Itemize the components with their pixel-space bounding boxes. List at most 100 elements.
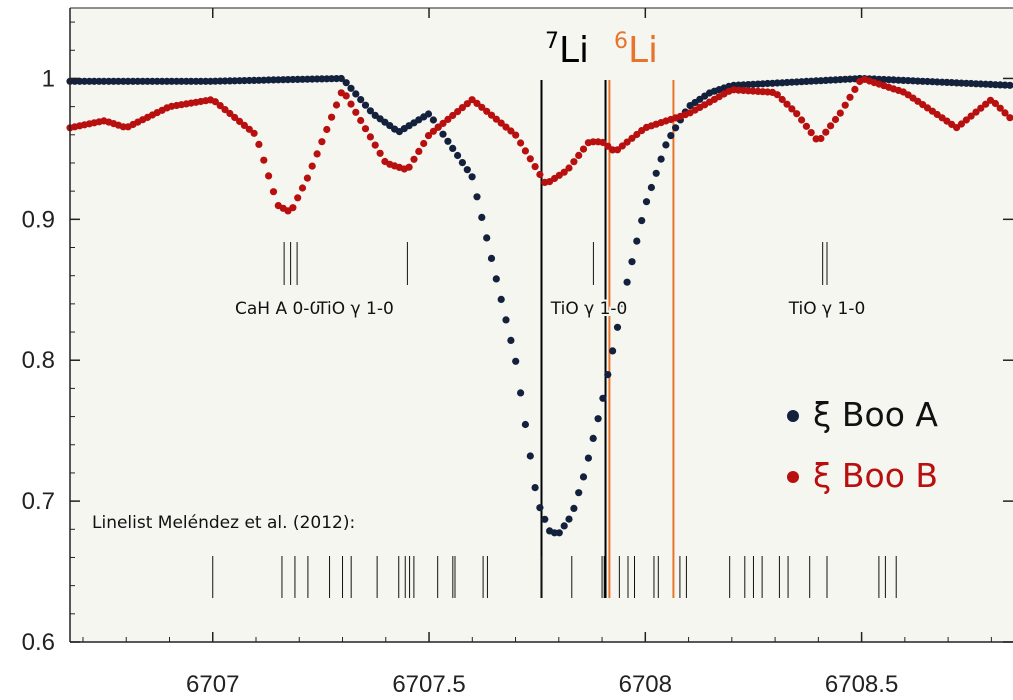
data-point [827, 122, 835, 130]
data-point [371, 141, 379, 149]
data-point [502, 316, 510, 324]
data-point [454, 108, 462, 116]
data-point [410, 155, 418, 163]
data-point [487, 254, 496, 262]
data-point [628, 258, 636, 266]
data-point [512, 131, 520, 139]
data-point [449, 144, 457, 152]
data-point [342, 92, 350, 100]
data-point [347, 100, 355, 108]
y-tick-label: 0.6 [22, 629, 55, 656]
data-point [424, 110, 433, 118]
data-point [526, 155, 534, 163]
x-tick-label: 6708.5 [825, 671, 898, 698]
data-point [492, 115, 500, 123]
data-point [618, 300, 626, 308]
data-point [604, 371, 612, 379]
data-point [1006, 81, 1013, 89]
data-point [836, 109, 844, 117]
legend-marker [787, 410, 799, 422]
data-point [609, 347, 617, 355]
y-tick-label: 0.8 [22, 347, 55, 374]
data-point [265, 172, 273, 180]
data-point [444, 137, 452, 145]
data-point [449, 111, 457, 120]
axes: 0.6 0.7 0.8 0.9 1 6707 6707.5 6708 6708.5 [22, 7, 1013, 698]
data-point [972, 108, 980, 116]
data-point [982, 100, 990, 108]
data-point [521, 147, 530, 155]
isotope-lines [540, 80, 675, 598]
x-tick-label: 6708 [619, 671, 672, 698]
data-point [807, 129, 815, 137]
data-point [507, 336, 515, 344]
data-point [473, 193, 481, 201]
data-point [822, 128, 830, 136]
data-point [962, 116, 970, 124]
data-series [66, 74, 1013, 537]
data-point [255, 140, 263, 148]
data-point [211, 98, 219, 106]
data-point [483, 234, 491, 242]
data-point [502, 123, 510, 131]
data-point [657, 155, 665, 163]
data-point [517, 139, 525, 147]
data-point [996, 104, 1004, 112]
data-point [361, 125, 370, 133]
data-point [531, 163, 539, 171]
data-point [429, 116, 437, 124]
data-point [517, 389, 525, 397]
data-point [642, 198, 651, 206]
data-point [405, 163, 413, 171]
data-point [521, 420, 530, 429]
data-point [420, 139, 428, 148]
data-point [817, 134, 825, 143]
data-point [458, 104, 466, 112]
data-point [478, 103, 486, 111]
data-point [512, 357, 520, 365]
molecular-label: CaH A 0-0 [235, 299, 320, 319]
molecular-label: TiO γ 1-0 [316, 299, 394, 319]
data-point [633, 130, 641, 139]
series-b [66, 75, 1013, 215]
data-point [468, 173, 476, 181]
data-point [831, 115, 840, 124]
data-point [1001, 109, 1009, 117]
data-point [793, 110, 801, 118]
data-point [318, 138, 326, 146]
data-point [846, 93, 854, 101]
data-point [560, 522, 568, 530]
isotope-label: 6Li [614, 29, 658, 71]
data-point [613, 146, 622, 154]
data-point [357, 116, 365, 125]
isotope-element: Li [628, 30, 658, 71]
data-point [579, 145, 588, 153]
data-point [473, 99, 481, 107]
data-point [633, 237, 641, 245]
data-point [555, 529, 563, 537]
data-point [977, 104, 985, 112]
molecular-label: TiO γ 1-0 [788, 299, 866, 319]
data-point [240, 121, 248, 129]
data-point [584, 454, 593, 462]
data-point [599, 138, 607, 147]
data-point [967, 112, 975, 120]
data-point [308, 162, 316, 170]
data-point [357, 96, 365, 104]
data-point [778, 95, 786, 104]
data-point [463, 166, 471, 174]
data-point [497, 295, 505, 303]
data-point [439, 119, 447, 127]
data-point [647, 183, 656, 192]
data-point [788, 105, 796, 113]
molecular-ticks [283, 242, 828, 285]
data-point [303, 174, 311, 182]
data-point [798, 116, 806, 124]
data-point [352, 108, 360, 116]
data-point [226, 109, 234, 118]
y-tick-label: 0.9 [22, 206, 55, 233]
data-point [802, 122, 811, 130]
data-point [526, 452, 534, 460]
data-point [323, 125, 331, 134]
